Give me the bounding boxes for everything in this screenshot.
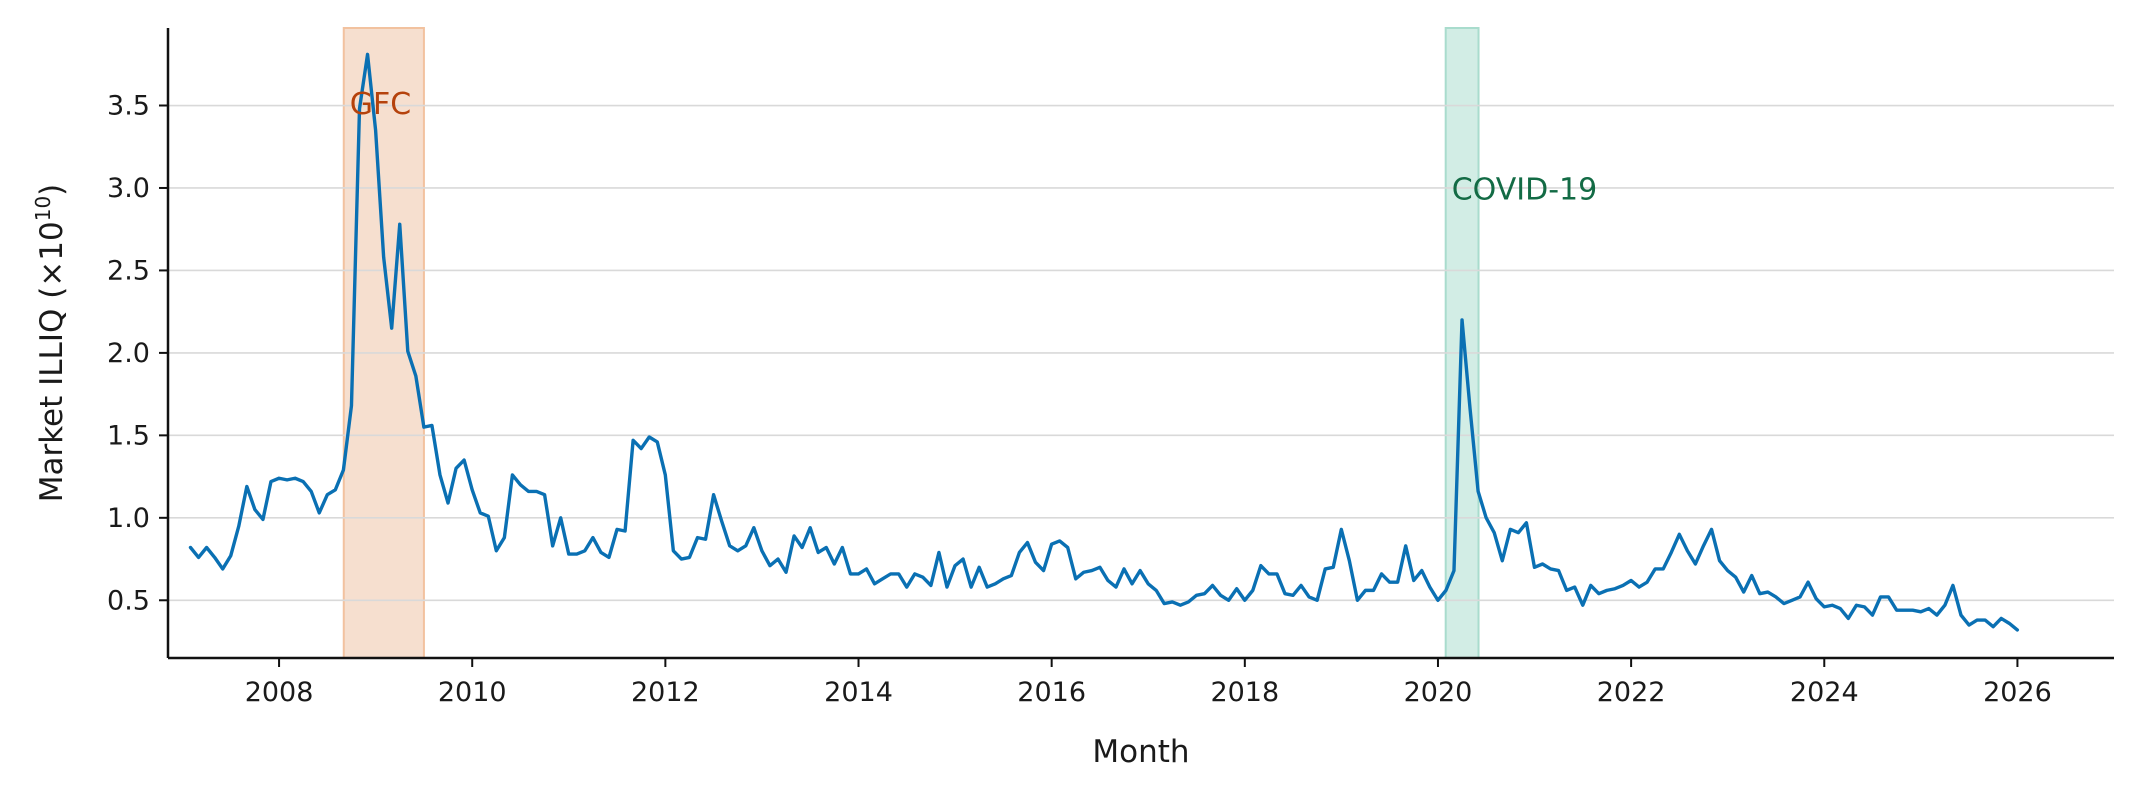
region-labels: GFC COVID-19	[350, 87, 1597, 208]
x-tick-label: 2014	[824, 677, 893, 708]
y-tick-label: 1.0	[107, 503, 150, 534]
y-tick-label: 2.5	[107, 255, 150, 286]
x-tick-label: 2010	[438, 677, 507, 708]
y-axis-title-main: Market ILLIQ (×10	[34, 221, 70, 502]
y-tick-label: 3.5	[107, 91, 150, 122]
y-tick-label: 1.5	[107, 420, 150, 451]
series-line-illiq	[188, 52, 2020, 632]
y-axis-title-suffix: )	[34, 184, 70, 196]
shaded-regions	[342, 27, 1480, 659]
ticks: 2008 2010 2012 2014 2016 2018 2020 2022 2024 2026…	[107, 91, 2052, 708]
region-label-covid-19: COVID-19	[1452, 173, 1598, 208]
x-tick-label: 2016	[1017, 677, 1086, 708]
shaded-region-gfc	[342, 27, 425, 659]
x-tick-label: 2008	[245, 677, 314, 708]
x-tick-label: 2022	[1597, 677, 1666, 708]
x-axis-title: Month	[1092, 734, 1189, 770]
y-tick-label: 0.5	[107, 585, 150, 616]
x-tick-label: 2024	[1790, 677, 1859, 708]
x-tick-label: 2012	[631, 677, 700, 708]
axes	[166, 28, 2114, 660]
gridlines	[168, 104, 2114, 602]
x-tick-label: 2020	[1404, 677, 1473, 708]
y-tick-label: 2.0	[107, 338, 150, 369]
x-tick-label: 2018	[1210, 677, 1279, 708]
y-tick-label: 3.0	[107, 173, 150, 204]
x-tick-label: 2026	[1983, 677, 2052, 708]
y-axis-title-exponent: 10	[31, 196, 55, 221]
region-label-gfc: GFC	[350, 87, 411, 122]
series-layer	[188, 52, 2020, 632]
y-axis-title: Market ILLIQ (×1010)	[31, 184, 70, 503]
